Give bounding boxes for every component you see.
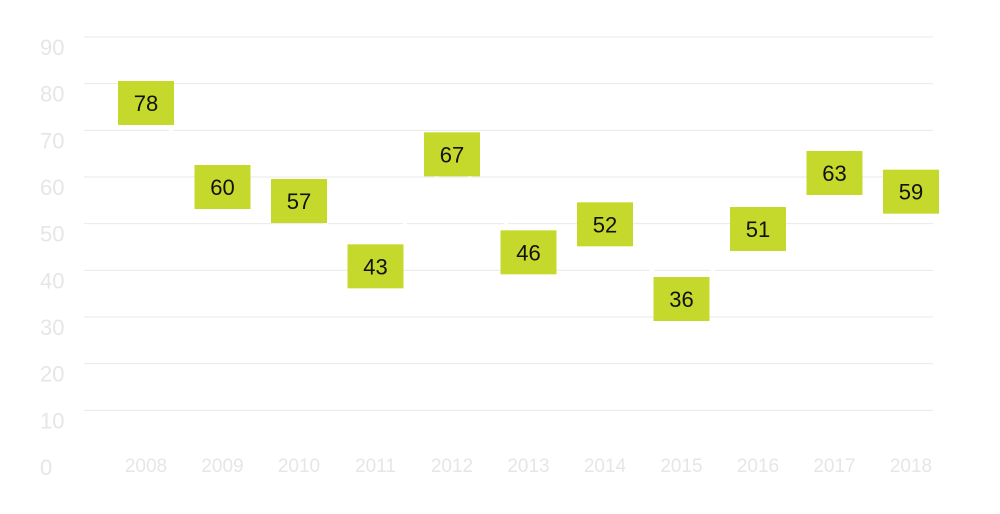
y-tick-label: 70 <box>40 128 64 153</box>
data-label: 67 <box>440 142 464 167</box>
y-tick-label: 80 <box>40 82 64 107</box>
data-point-2012: 67 <box>424 132 480 177</box>
data-label-box <box>424 132 480 177</box>
grid-lines <box>84 36 933 411</box>
y-tick-label: 10 <box>40 408 64 433</box>
data-label-box <box>653 277 710 321</box>
x-tick-label: 2008 <box>125 456 167 477</box>
data-label: 60 <box>210 175 234 200</box>
data-label: 43 <box>363 254 387 279</box>
y-tick-label: 30 <box>40 315 64 340</box>
data-label: 36 <box>669 287 693 312</box>
data-label-box <box>806 151 863 195</box>
data-point-2011: 43 <box>347 244 404 289</box>
x-tick-label: 2018 <box>890 456 932 477</box>
data-point-2016: 51 <box>730 207 786 251</box>
data-label-box <box>577 202 633 247</box>
data-label-box <box>271 179 327 223</box>
x-axis-ticks: 2008 2009 2010 2011 2012 2013 2014 2015 2016 2017… <box>125 456 932 477</box>
x-tick-label: 2017 <box>813 456 855 477</box>
data-label: 78 <box>134 91 158 116</box>
data-point-2014: 52 <box>577 202 633 247</box>
y-tick-label: 20 <box>40 362 64 387</box>
data-label-box <box>883 169 939 214</box>
data-label-box <box>500 230 557 275</box>
y-tick-label: 60 <box>40 175 64 200</box>
data-point-2013: 46 <box>500 230 557 275</box>
data-label-box <box>730 207 786 251</box>
y-tick-label: 40 <box>40 268 64 293</box>
x-tick-label: 2010 <box>278 456 320 477</box>
data-label: 51 <box>746 217 770 242</box>
y-tick-label: 0 <box>40 455 52 480</box>
data-label: 59 <box>899 180 923 205</box>
y-tick-label: 50 <box>40 222 64 247</box>
x-tick-label: 2012 <box>431 456 473 477</box>
y-axis-ticks: 0 10 20 30 40 50 60 70 80 90 <box>40 35 64 480</box>
data-label: 57 <box>287 189 311 214</box>
data-label: 52 <box>593 212 617 237</box>
x-tick-label: 2016 <box>737 456 779 477</box>
x-tick-label: 2011 <box>355 456 396 477</box>
data-label-box <box>194 165 251 209</box>
data-point-2009: 60 <box>194 165 251 209</box>
x-tick-label: 2015 <box>660 456 702 477</box>
data-label-box <box>347 244 404 289</box>
x-tick-label: 2013 <box>507 456 549 477</box>
data-point-2015: 36 <box>653 277 710 321</box>
data-labels: 78 60 57 43 67 46 52 36 51 63 59 <box>118 81 939 321</box>
data-label: 63 <box>822 161 846 186</box>
data-label: 46 <box>516 240 540 265</box>
data-point-2010: 57 <box>271 179 327 223</box>
x-tick-label: 2009 <box>201 456 243 477</box>
y-tick-label: 90 <box>40 35 64 60</box>
data-point-2008: 78 <box>118 81 174 125</box>
data-point-2017: 63 <box>806 151 863 195</box>
x-tick-label: 2014 <box>584 456 627 477</box>
data-point-2018: 59 <box>883 169 939 214</box>
data-label-box <box>118 81 174 125</box>
